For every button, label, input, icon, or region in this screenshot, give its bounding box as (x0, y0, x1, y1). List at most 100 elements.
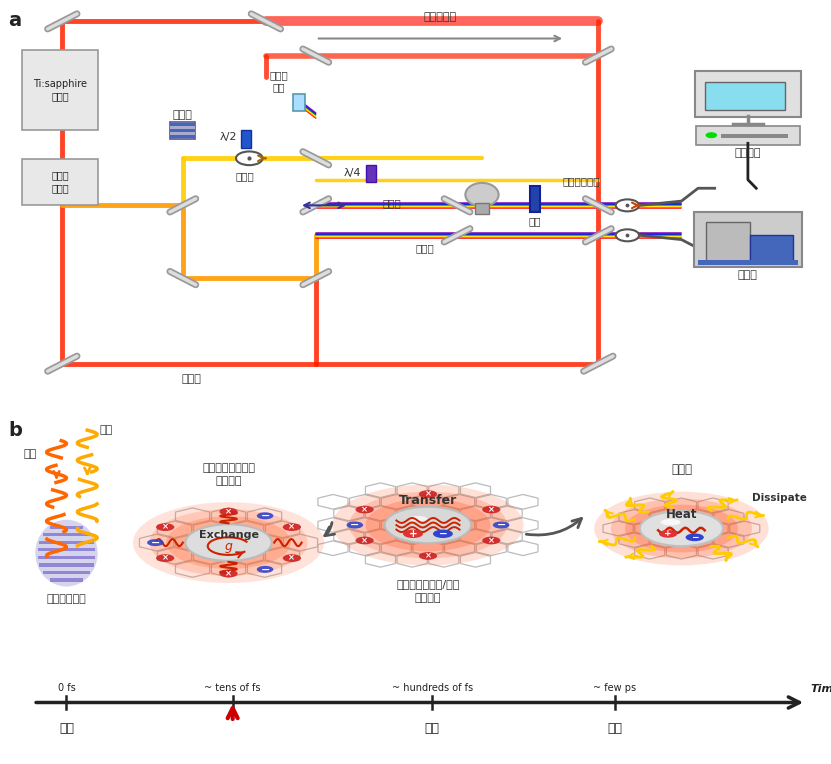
Circle shape (185, 524, 272, 561)
Text: ×: × (288, 523, 295, 532)
Ellipse shape (409, 516, 427, 522)
Ellipse shape (661, 519, 681, 526)
FancyBboxPatch shape (22, 50, 98, 130)
FancyBboxPatch shape (694, 212, 802, 267)
Bar (366, 165, 376, 182)
Text: 探测光: 探测光 (382, 198, 401, 209)
Bar (43, 533, 90, 536)
Bar (43, 571, 90, 574)
Text: 非相干等离激元/激子
能量传输: 非相干等离激元/激子 能量传输 (396, 579, 460, 603)
Circle shape (347, 522, 363, 529)
Text: a: a (8, 11, 22, 30)
Circle shape (419, 552, 437, 560)
Text: 瞬态光栅效应: 瞬态光栅效应 (47, 594, 86, 604)
Circle shape (257, 513, 273, 520)
Circle shape (283, 523, 301, 531)
Text: −: − (496, 520, 506, 530)
Bar (50, 578, 83, 581)
Text: +: + (409, 529, 417, 539)
Circle shape (356, 536, 374, 544)
Circle shape (482, 536, 500, 544)
Bar (530, 186, 540, 212)
FancyBboxPatch shape (706, 222, 750, 261)
Bar (37, 549, 96, 552)
Text: ×: × (288, 554, 295, 562)
Text: λ/2: λ/2 (219, 132, 237, 142)
Text: ~ few ps: ~ few ps (593, 683, 637, 693)
Ellipse shape (209, 533, 228, 539)
Circle shape (236, 151, 263, 165)
Circle shape (356, 506, 374, 513)
Circle shape (640, 511, 723, 546)
Bar (39, 563, 94, 567)
Circle shape (616, 199, 639, 212)
Text: 样品: 样品 (529, 216, 542, 226)
Text: ×: × (488, 536, 494, 545)
Circle shape (156, 523, 175, 531)
Circle shape (166, 516, 291, 569)
Text: 斩波器: 斩波器 (173, 110, 193, 120)
Text: ×: × (162, 554, 169, 562)
Text: 光参量
放大器: 光参量 放大器 (51, 170, 69, 193)
Circle shape (625, 505, 738, 552)
Circle shape (283, 554, 301, 562)
Text: 热效应: 热效应 (671, 463, 692, 476)
FancyBboxPatch shape (22, 159, 98, 205)
Text: 光纤收集端口: 光纤收集端口 (563, 176, 601, 186)
Text: ×: × (425, 552, 431, 561)
Circle shape (686, 533, 704, 541)
Bar (50, 526, 83, 529)
Circle shape (133, 502, 324, 583)
Text: Heat: Heat (666, 508, 697, 521)
FancyBboxPatch shape (750, 235, 793, 261)
Text: ×: × (162, 523, 169, 532)
Ellipse shape (36, 520, 98, 587)
FancyBboxPatch shape (696, 126, 800, 144)
Text: 光谱仪: 光谱仪 (738, 270, 758, 280)
Text: 泵浦: 泵浦 (23, 449, 37, 459)
Text: λ/4: λ/4 (344, 168, 361, 178)
Text: −: − (260, 511, 270, 521)
Text: −: − (439, 529, 447, 539)
Text: 0 fs: 0 fs (57, 683, 76, 693)
Bar (705, 83, 785, 110)
Circle shape (493, 522, 509, 529)
Bar (170, 135, 195, 138)
Bar (170, 126, 195, 129)
Text: ×: × (361, 536, 368, 545)
Circle shape (433, 529, 453, 538)
Text: 恢复: 恢复 (607, 722, 622, 735)
Text: Time: Time (810, 684, 831, 694)
Text: −: − (150, 538, 160, 548)
Text: +: + (664, 529, 672, 539)
Bar (170, 129, 195, 131)
Text: 电动位移台: 电动位移台 (424, 12, 457, 22)
Circle shape (706, 132, 717, 138)
Bar (170, 123, 195, 126)
Circle shape (659, 530, 677, 538)
Text: −: − (691, 533, 699, 542)
Text: ×: × (361, 505, 368, 514)
Bar (475, 203, 489, 214)
Circle shape (611, 499, 752, 558)
Text: Exchange: Exchange (199, 530, 258, 540)
Bar (698, 260, 798, 265)
Bar (39, 541, 94, 544)
Bar (721, 134, 788, 138)
Text: 相干等离激元激子
极化激元: 相干等离激元激子 极化激元 (202, 463, 255, 487)
Bar (293, 94, 305, 112)
Text: 蓝宝石
晶体: 蓝宝石 晶体 (269, 70, 288, 92)
Circle shape (385, 507, 471, 543)
Text: ~ tens of fs: ~ tens of fs (204, 683, 261, 693)
Circle shape (219, 570, 238, 578)
Circle shape (147, 539, 164, 546)
Text: 参考光: 参考光 (416, 243, 435, 253)
Text: g: g (224, 539, 233, 552)
Bar (170, 122, 195, 139)
Circle shape (150, 509, 307, 576)
Circle shape (257, 566, 273, 573)
Circle shape (419, 490, 437, 498)
Circle shape (594, 492, 769, 565)
Circle shape (616, 229, 639, 241)
Text: ×: × (225, 569, 232, 578)
